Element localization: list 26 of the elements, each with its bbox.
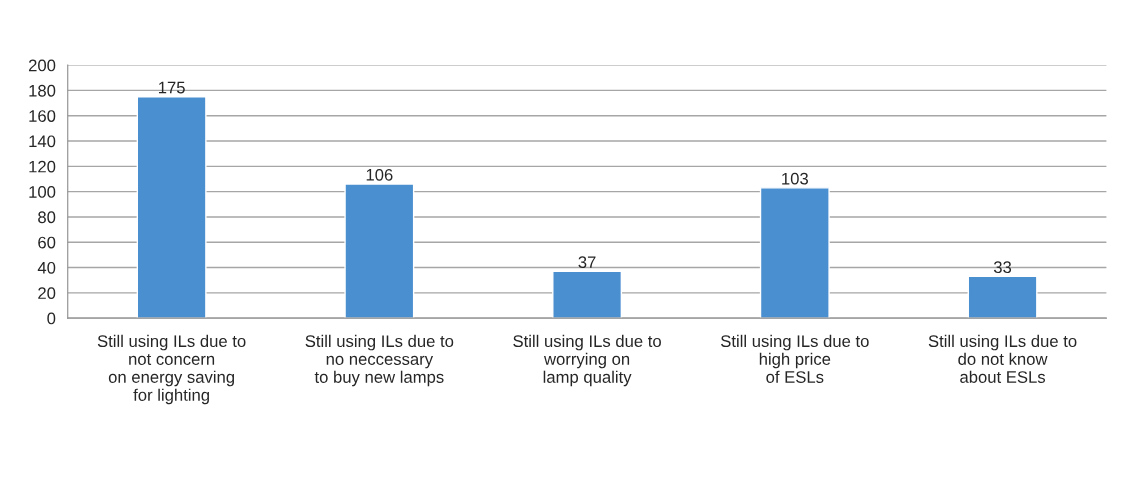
y-tick-label: 100 [29,186,56,198]
y-tick-label: 140 [29,135,56,148]
data-label: 37 [578,256,596,269]
x-tick-label: Still using ILs due to do not know about ESLs [928,334,1077,383]
data-label: 175 [158,81,185,94]
y-tick-label: 0 [47,312,56,325]
bar [759,187,830,319]
x-tick-label: Still using ILs due to worrying on lamp quality [513,334,661,387]
x-tick-label: Still using ILs due to not concern on energy saving for lighting [97,334,246,405]
y-tick-label: 80 [38,211,56,224]
x-tick-label: Still using ILs due to no neccessary to buy new lamps [305,334,454,387]
y-tick-label: 120 [29,160,56,173]
bar [552,270,623,319]
y-tick-label: 160 [29,110,56,122]
bar [967,275,1038,319]
y-tick-label: 40 [37,261,56,274]
y-tick-label: 180 [29,84,56,97]
y-tick-label: 60 [38,236,56,249]
data-label: 33 [993,261,1012,274]
x-tick-label: Still using ILs due to high price of ESLs [721,334,869,383]
bar [136,96,207,319]
data-label: 106 [366,168,393,181]
y-tick-label: 20 [38,287,56,300]
y-tick-label: 200 [28,59,56,72]
data-label: 103 [782,172,808,185]
bar [344,183,415,319]
